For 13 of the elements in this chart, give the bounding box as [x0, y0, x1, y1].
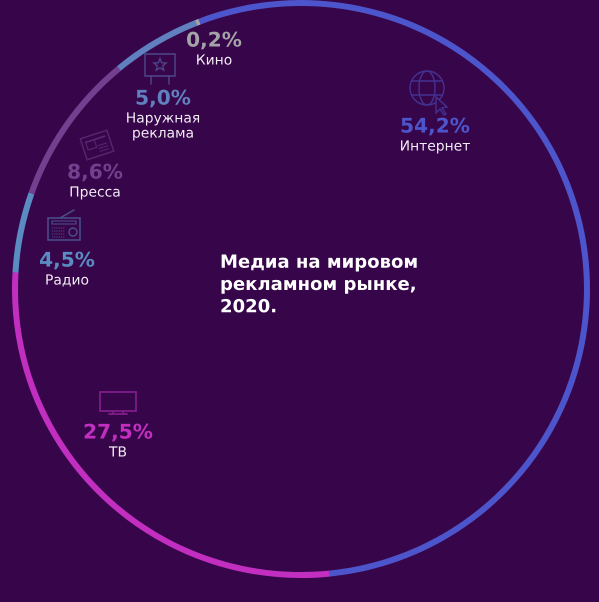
slice-label: ТВ: [108, 446, 126, 457]
slice-label: Радио: [46, 274, 88, 286]
slice-label: Кино: [197, 54, 232, 65]
data-label: 27,5%: [84, 424, 152, 442]
slice-label: Наружная реклама: [127, 112, 200, 140]
data-label: 54,2%: [402, 118, 470, 136]
text: Медиа на мировом рекламном рынке, 2020.: [221, 254, 417, 313]
data-label: 5,0%: [136, 90, 190, 108]
slice-label: Интернет: [401, 140, 470, 154]
slice-label: Пресса: [70, 186, 120, 200]
data-label: 8,6%: [68, 164, 122, 182]
data-label: 4,5%: [40, 252, 94, 270]
data-label: 0,2%: [187, 32, 242, 50]
